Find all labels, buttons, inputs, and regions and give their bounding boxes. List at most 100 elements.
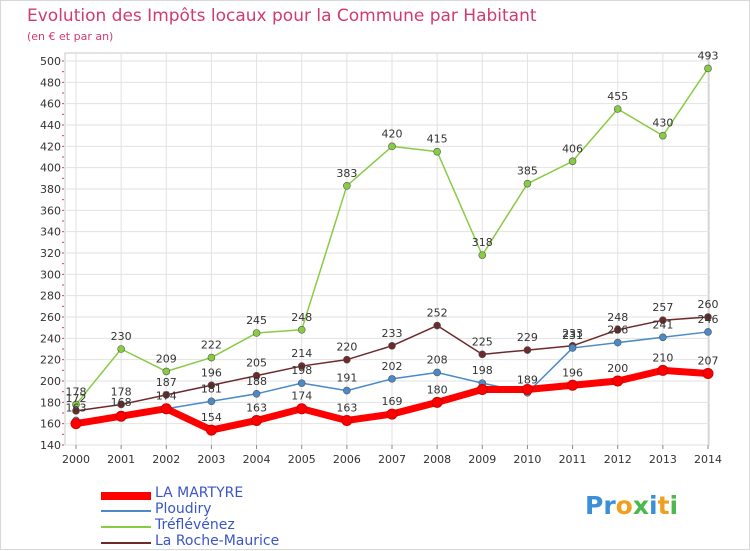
data-label: 198 <box>291 364 312 377</box>
y-tick-label: 200 <box>40 375 61 388</box>
data-label: 220 <box>336 341 357 354</box>
data-point <box>162 367 171 376</box>
x-tick-label: 2006 <box>333 453 361 466</box>
data-point <box>70 418 82 430</box>
data-point <box>704 313 712 321</box>
data-point <box>613 325 622 334</box>
legend-swatch-treflevenez <box>101 526 151 528</box>
data-point <box>431 396 443 408</box>
data-label: 178 <box>66 385 87 398</box>
data-label: 230 <box>111 330 132 343</box>
data-point <box>659 131 667 140</box>
data-point <box>207 353 216 362</box>
x-tick-label: 2003 <box>197 453 225 466</box>
y-tick-label: 300 <box>40 268 61 281</box>
data-label: 198 <box>472 364 493 377</box>
y-tick-label: 380 <box>40 183 61 196</box>
data-label: 168 <box>111 396 132 409</box>
data-point <box>568 157 577 166</box>
y-tick-label: 180 <box>40 396 61 409</box>
legend-item-la-roche-maurice: La Roche-Maurice <box>101 533 361 549</box>
data-label: 163 <box>66 401 87 414</box>
y-tick-label: 260 <box>40 311 61 324</box>
data-point <box>252 389 261 398</box>
legend-label: LA MARTYRE <box>155 485 244 501</box>
data-label: 233 <box>562 327 583 340</box>
data-point <box>612 375 624 387</box>
data-point <box>297 362 306 370</box>
data-point <box>523 346 532 354</box>
chart-title: Evolution des Impôts locaux pour la Comm… <box>27 6 537 26</box>
legend-label: Tréflévénez <box>155 517 235 533</box>
data-label: 252 <box>427 307 448 320</box>
data-label: 188 <box>246 375 267 388</box>
x-tick-label: 2010 <box>513 453 541 466</box>
y-tick-label: 280 <box>40 290 61 303</box>
data-label: 385 <box>517 165 538 178</box>
x-tick-label: 2013 <box>649 453 677 466</box>
data-label: 229 <box>517 331 538 344</box>
data-label: 248 <box>607 311 628 324</box>
data-point <box>207 381 216 390</box>
data-point <box>521 384 533 396</box>
data-point <box>476 384 488 396</box>
data-point <box>386 408 398 420</box>
data-label: 181 <box>201 382 222 395</box>
legend-label: Ploudiry <box>155 501 212 517</box>
data-label: 208 <box>427 353 448 366</box>
data-point <box>297 325 306 334</box>
data-point <box>343 386 351 395</box>
data-point <box>704 64 712 73</box>
y-tick-label: 480 <box>40 76 61 89</box>
data-point <box>657 364 669 376</box>
data-label: 209 <box>156 352 177 365</box>
data-point <box>388 375 396 383</box>
legend-item-treflevenez: Tréflévénez <box>101 517 361 533</box>
data-label: 196 <box>562 366 583 379</box>
x-tick-label: 2009 <box>468 453 496 466</box>
y-tick-label: 460 <box>40 98 61 111</box>
x-tick-label: 2011 <box>559 453 587 466</box>
y-tick-label: 220 <box>40 354 61 367</box>
data-label: 233 <box>382 327 403 340</box>
chart-subtitle: (en € et par an) <box>27 30 114 43</box>
x-tick-label: 2008 <box>423 453 451 466</box>
data-point <box>117 400 125 409</box>
y-tick-label: 420 <box>40 140 61 153</box>
data-point <box>252 371 261 380</box>
data-label: 178 <box>111 385 132 398</box>
data-point <box>251 414 263 426</box>
proxiti-logo: Proxiti <box>585 491 679 520</box>
x-tick-label: 2007 <box>378 453 406 466</box>
data-point <box>613 105 622 113</box>
x-tick-label: 2004 <box>243 453 271 466</box>
data-point <box>388 142 396 151</box>
data-label: 174 <box>156 390 177 403</box>
data-point <box>478 350 487 359</box>
data-label: 415 <box>427 133 448 146</box>
data-label: 318 <box>472 236 493 249</box>
data-label: 430 <box>652 117 673 130</box>
data-point <box>433 321 441 330</box>
data-label: 172 <box>66 392 87 405</box>
data-point <box>341 414 353 426</box>
data-label: 236 <box>607 324 628 337</box>
legend-swatch-la-roche-maurice <box>101 542 151 544</box>
data-label: 241 <box>652 318 673 331</box>
data-label: 246 <box>698 313 719 326</box>
data-point <box>523 179 532 188</box>
data-point <box>568 344 577 352</box>
data-point <box>388 341 396 350</box>
x-tick-label: 2005 <box>288 453 316 466</box>
data-label: 189 <box>517 374 538 387</box>
data-point <box>659 316 667 325</box>
data-point <box>297 379 306 387</box>
data-label: 202 <box>382 360 403 373</box>
data-point <box>252 329 261 337</box>
data-label: 191 <box>336 372 357 385</box>
data-point <box>115 410 127 422</box>
data-label: 200 <box>607 362 628 375</box>
data-label: 169 <box>382 395 403 408</box>
data-label: 196 <box>201 366 222 379</box>
